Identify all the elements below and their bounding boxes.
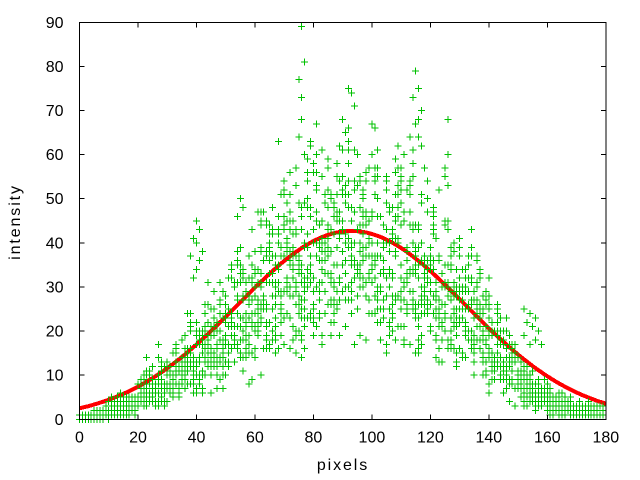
svg-text:intensity: intensity — [7, 184, 24, 260]
svg-text:60: 60 — [246, 430, 264, 447]
svg-text:60: 60 — [46, 147, 64, 164]
svg-text:40: 40 — [188, 430, 206, 447]
svg-text:20: 20 — [129, 430, 147, 447]
svg-text:20: 20 — [46, 324, 64, 341]
svg-text:10: 10 — [46, 368, 64, 385]
svg-text:90: 90 — [46, 15, 64, 32]
svg-text:100: 100 — [359, 430, 386, 447]
svg-text:70: 70 — [46, 103, 64, 120]
svg-text:0: 0 — [55, 412, 64, 429]
svg-text:180: 180 — [592, 430, 619, 447]
svg-text:30: 30 — [46, 280, 64, 297]
svg-text:80: 80 — [305, 430, 323, 447]
svg-text:pixels: pixels — [317, 457, 369, 474]
svg-text:160: 160 — [534, 430, 561, 447]
svg-text:50: 50 — [46, 191, 64, 208]
svg-text:140: 140 — [475, 430, 502, 447]
svg-text:0: 0 — [75, 430, 84, 447]
svg-text:80: 80 — [46, 59, 64, 76]
svg-text:40: 40 — [46, 235, 64, 252]
svg-text:120: 120 — [417, 430, 444, 447]
